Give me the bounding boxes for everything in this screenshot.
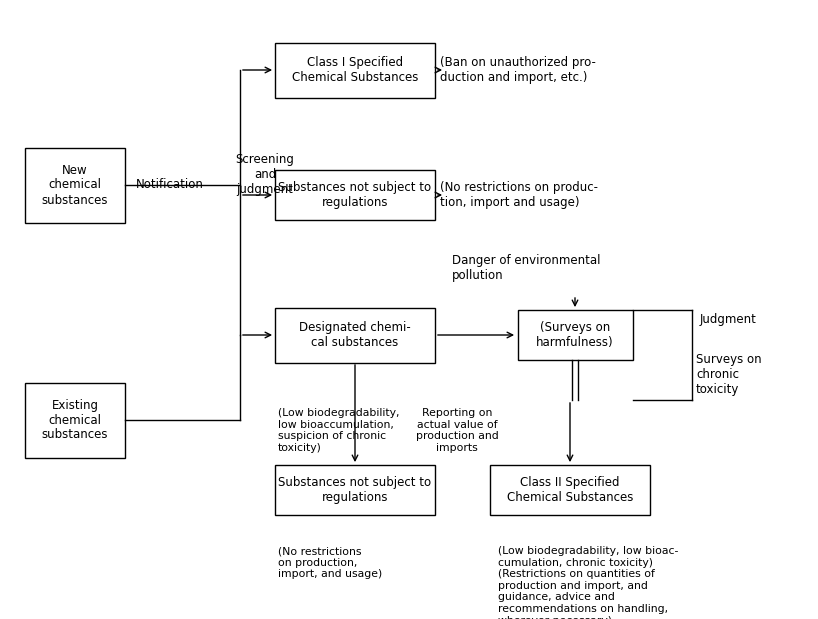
Text: Notification: Notification xyxy=(136,178,204,191)
Text: Substances not subject to
regulations: Substances not subject to regulations xyxy=(278,476,432,504)
Text: Danger of environmental
pollution: Danger of environmental pollution xyxy=(452,254,600,282)
Bar xyxy=(275,308,435,363)
Text: (Low biodegradability, low bioac-
cumulation, chronic toxicity)
(Restrictions on: (Low biodegradability, low bioac- cumula… xyxy=(498,546,678,619)
Text: Designated chemi-
cal substances: Designated chemi- cal substances xyxy=(299,321,411,349)
Bar xyxy=(25,147,125,222)
Text: (Surveys on
harmfulness): (Surveys on harmfulness) xyxy=(536,321,614,349)
Text: Substances not subject to
regulations: Substances not subject to regulations xyxy=(278,181,432,209)
Text: New
chemical
substances: New chemical substances xyxy=(42,163,108,207)
Text: Class II Specified
Chemical Substances: Class II Specified Chemical Substances xyxy=(507,476,633,504)
Bar xyxy=(518,310,632,360)
Text: Class I Specified
Chemical Substances: Class I Specified Chemical Substances xyxy=(292,56,418,84)
Bar xyxy=(275,465,435,515)
Bar xyxy=(490,465,650,515)
Text: Surveys on
chronic
toxicity: Surveys on chronic toxicity xyxy=(696,353,762,397)
Text: (No restrictions
on production,
import, and usage): (No restrictions on production, import, … xyxy=(278,546,382,579)
Text: Existing
chemical
substances: Existing chemical substances xyxy=(42,399,108,441)
Text: Screening
and
judgment: Screening and judgment xyxy=(236,154,294,196)
Text: (Low biodegradability,
low bioaccumulation,
suspicion of chronic
toxicity): (Low biodegradability, low bioaccumulati… xyxy=(278,408,399,453)
Bar xyxy=(25,383,125,457)
Text: Reporting on
actual value of
production and
imports: Reporting on actual value of production … xyxy=(416,408,498,453)
Bar xyxy=(275,43,435,98)
Text: (No restrictions on produc-
tion, import and usage): (No restrictions on produc- tion, import… xyxy=(440,181,598,209)
Bar xyxy=(275,170,435,220)
Text: Judgment: Judgment xyxy=(700,313,757,326)
Text: (Ban on unauthorized pro-
duction and import, etc.): (Ban on unauthorized pro- duction and im… xyxy=(440,56,596,84)
